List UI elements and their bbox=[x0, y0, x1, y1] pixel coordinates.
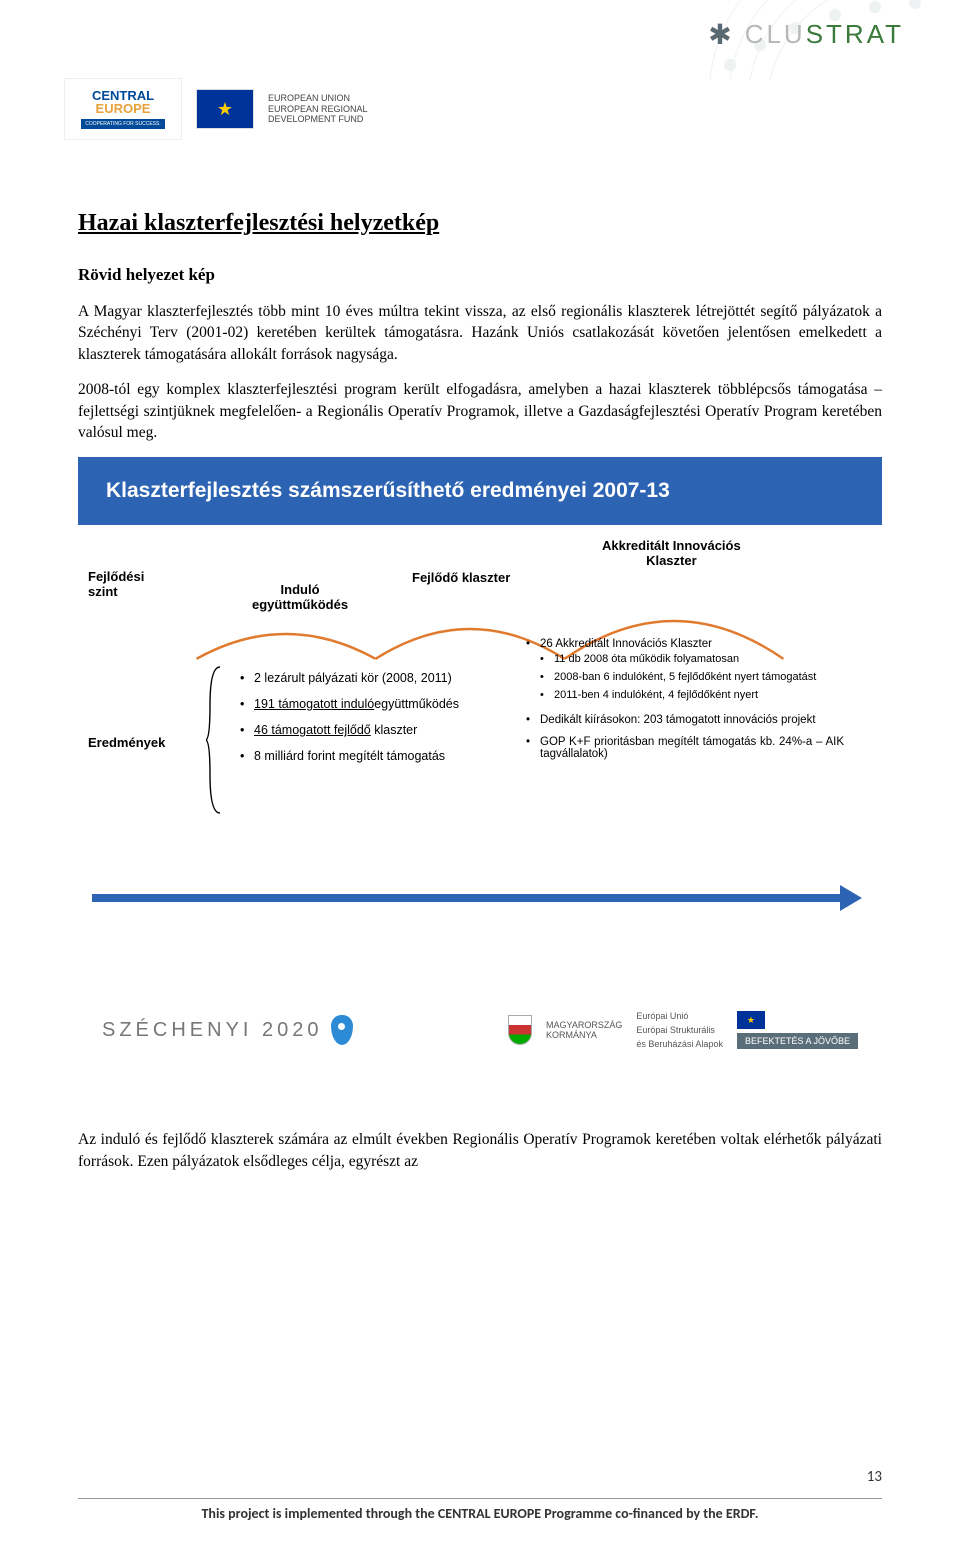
left-item-1: 2 lezárult pályázati kör (2008, 2011) bbox=[240, 665, 506, 691]
eu-small-1: Európai Unió bbox=[636, 1011, 723, 1021]
slide-footer: SZÉCHENYI 2020 MAGYARORSZÁG KORMÁNYA Eur… bbox=[102, 1011, 858, 1049]
right-sub-1a: 11 db 2008 óta működik folyamatosan bbox=[540, 650, 844, 668]
stage-2: Fejlődő klaszter bbox=[412, 571, 510, 586]
paragraph-1: A Magyar klaszterfejlesztés több mint 10… bbox=[78, 301, 882, 365]
left-item-4: 8 milliárd forint megítélt támogatás bbox=[240, 743, 506, 769]
eu-line2: EUROPEAN REGIONAL bbox=[268, 104, 368, 115]
brand-strat: STRAT bbox=[806, 19, 904, 50]
stage-3: Akkreditált Innovációs Klaszter bbox=[602, 539, 741, 569]
slide-body: Fejlődési szint Eredmények Induló együtt… bbox=[78, 525, 882, 965]
eu-flag-small-icon: ★ bbox=[737, 1011, 765, 1029]
eu-small: Európai Unió Európai Strukturális és Ber… bbox=[636, 1011, 723, 1049]
eu-flag-icon: ★ bbox=[196, 89, 254, 129]
brand-clustrat: ✱ CLUSTRAT bbox=[708, 18, 904, 51]
page-number: 13 bbox=[867, 1468, 882, 1486]
szechenyi-text: SZÉCHENYI 2020 bbox=[102, 1019, 323, 1042]
coat-of-arms-icon bbox=[508, 1015, 532, 1045]
ce-tag: COOPERATING FOR SUCCESS. bbox=[81, 119, 164, 129]
results-right: 26 Akkreditált Innovációs Klaszter 11 db… bbox=[526, 633, 844, 765]
central-europe-logo: CENTRAL EUROPE COOPERATING FOR SUCCESS. bbox=[64, 78, 182, 140]
eu-fund-text: EUROPEAN UNION EUROPEAN REGIONAL DEVELOP… bbox=[268, 93, 368, 125]
results-left: 2 lezárult pályázati kör (2008, 2011) 19… bbox=[226, 665, 506, 769]
eu-line1: EUROPEAN UNION bbox=[268, 93, 368, 104]
page-content: Hazai klaszterfejlesztési helyzetkép Röv… bbox=[78, 210, 882, 1186]
section-subtitle: Rövid helyezet kép bbox=[78, 265, 882, 285]
brace-icon bbox=[206, 665, 224, 815]
infographic-slide: Klaszterfejlesztés számszerűsíthető ered… bbox=[78, 457, 882, 1067]
slide-title: Klaszterfejlesztés számszerűsíthető ered… bbox=[78, 457, 882, 525]
eu-line3: DEVELOPMENT FUND bbox=[268, 114, 368, 125]
page-title: Hazai klaszterfejlesztési helyzetkép bbox=[78, 210, 882, 237]
page-footer: This project is implemented through the … bbox=[78, 1498, 882, 1522]
right-item-1: 26 Akkreditált Innovációs Klaszter 11 db… bbox=[526, 633, 844, 709]
pin-icon bbox=[331, 1015, 353, 1045]
eu-small-2: Európai Strukturális bbox=[636, 1025, 723, 1035]
right-item-2: Dedikált kiírásokon: 203 támogatott inno… bbox=[526, 709, 844, 731]
right-sub-1b: 2008-ban 6 indulóként, 5 fejlődőként nye… bbox=[540, 668, 844, 686]
gov-block: MAGYARORSZÁG KORMÁNYA Európai Unió Európ… bbox=[508, 1011, 858, 1049]
gov-text: MAGYARORSZÁG KORMÁNYA bbox=[546, 1020, 622, 1040]
right-sub-1c: 2011-ben 4 indulóként, 4 fejlődőként nye… bbox=[540, 686, 844, 704]
asterisk-icon: ✱ bbox=[708, 18, 734, 51]
invest-strip: BEFEKTETÉS A JÖVŐBE bbox=[737, 1033, 858, 1049]
left-item-3: 46 támogatott fejlődő klaszter bbox=[240, 717, 506, 743]
left-item-2: 191 támogatott indulóegyüttműködés bbox=[240, 691, 506, 717]
paragraph-2: 2008-tól egy komplex klaszterfejlesztési… bbox=[78, 379, 882, 443]
brand-clu: CLU bbox=[745, 19, 806, 50]
progress-arrow bbox=[92, 885, 862, 911]
header-logo-row: CENTRAL EUROPE COOPERATING FOR SUCCESS. … bbox=[64, 78, 368, 140]
row-label-eredmenyek: Eredmények bbox=[88, 735, 165, 750]
szechenyi-logo: SZÉCHENYI 2020 bbox=[102, 1015, 353, 1045]
paragraph-3: Az induló és fejlődő klaszterek számára … bbox=[78, 1129, 882, 1172]
eu-small-3: és Beruházási Alapok bbox=[636, 1039, 723, 1049]
ce-bot: EUROPE bbox=[96, 102, 151, 115]
right-item-3: GOP K+F prioritásban megítélt támogatás … bbox=[526, 731, 844, 765]
